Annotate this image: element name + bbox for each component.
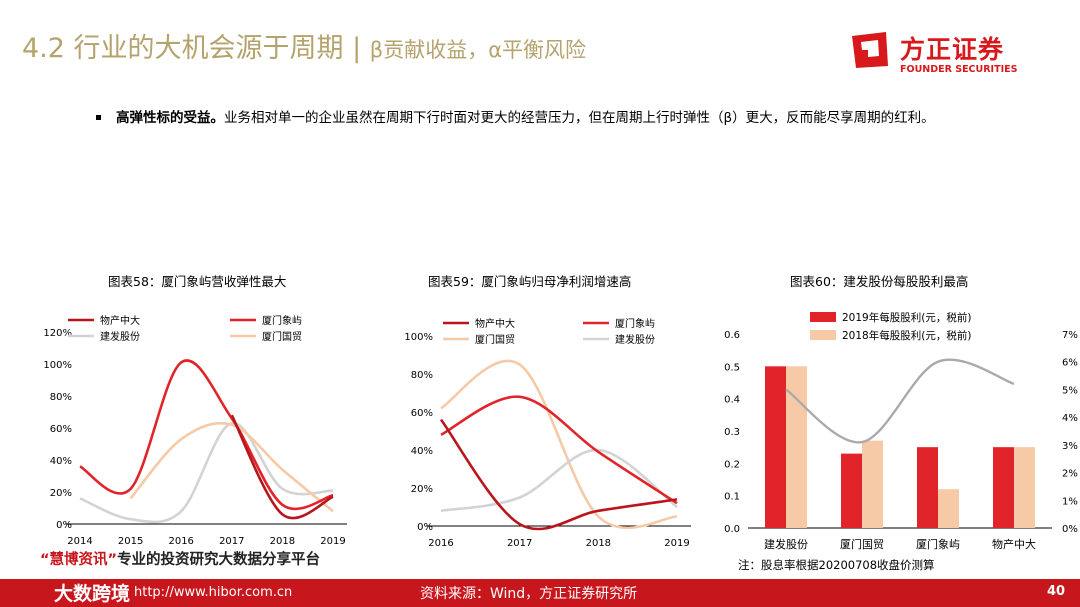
bullet-text: 业务相对单一的企业虽然在周期下行时面对更大的经营压力，但在周期上行时弹性（β）更…: [224, 110, 935, 126]
page-title: 4.2 行业的大机会源于周期 | β贡献收益，α平衡风险: [22, 33, 587, 64]
chart60-ytick: 0.3: [724, 427, 740, 438]
chart59-xtick: 2016: [428, 538, 453, 549]
chart59-xtick: 2019: [664, 538, 689, 549]
chart59-series-line: [439, 418, 678, 531]
bullet-bold: 高弹性标的受益。: [116, 110, 224, 126]
watermark-brand: 大数跨境: [54, 583, 131, 605]
source-note: 资料来源：Wind，方正证券研究所: [420, 586, 638, 602]
chart60-bar: [765, 366, 786, 528]
chart60-legend-swatch: [810, 330, 836, 340]
chart60-y2tick: 2%: [1062, 469, 1078, 480]
founder-logo: 方正证券 FOUNDER SECURITIES: [848, 28, 1028, 78]
bullet-dot: [96, 115, 101, 120]
chart60-y2tick: 1%: [1062, 496, 1078, 507]
chart60-bar: [841, 453, 862, 528]
chart59-ytick: 100%: [404, 332, 433, 343]
chart59-xtick: 2017: [507, 538, 532, 549]
chart59-legend-label: 物产中大: [475, 317, 515, 330]
chart60-legend-swatch: [810, 312, 836, 322]
chart58-xtick: 2017: [219, 536, 244, 547]
chart60-ytick: 0.5: [724, 362, 740, 373]
page-number: 40: [1047, 584, 1066, 599]
chart60: 0.0 0.1 0.2 0.3 0.4 0.5 0.6 0% 1% 2% 3% 4% 5% 6% 7% 建发股…: [724, 311, 1078, 551]
chart59-legend-label: 厦门象屿: [615, 317, 655, 330]
chart59-title: 图表59：厦门象屿归母净利润增速高: [428, 274, 632, 289]
chart60-ytick: 0.1: [724, 492, 740, 503]
chart58-ytick: 80%: [50, 392, 72, 403]
chart59-ytick: 40%: [411, 446, 433, 457]
chart58-series-line: [79, 359, 334, 511]
chart60-xtick: 建发股份: [764, 537, 808, 551]
chart60-y2tick: 5%: [1062, 385, 1078, 396]
chart59-ytick: 0%: [417, 522, 433, 533]
chart60-yield-line: [785, 358, 1015, 444]
chart60-legend-label: 2018年每股股利(元，税前): [842, 329, 971, 342]
chart58-xtick: 2019: [320, 536, 345, 547]
chart58-xtick: 2015: [118, 536, 143, 547]
chart60-note: 注：股息率根据20200708收盘价测算: [738, 558, 935, 572]
chart60-title: 图表60：建发股份每股股利最高: [790, 274, 969, 289]
chart58-ytick: 0%: [56, 520, 72, 531]
chart59-series-line: [440, 448, 678, 513]
chart59-series-line: [440, 395, 678, 505]
chart60-ytick: 0.2: [724, 459, 740, 470]
chart60-bar: [862, 440, 883, 528]
chart58: 0% 20% 40% 60% 80% 100% 120% 2014 2015 2016 2017 20…: [43, 314, 347, 547]
chart60-y2tick: 4%: [1062, 413, 1078, 424]
chart58-xtick: 2018: [270, 536, 295, 547]
chart58-ytick: 20%: [50, 488, 72, 499]
chart58-ytick: 120%: [43, 328, 72, 339]
chart58-xtick: 2014: [67, 536, 92, 547]
footer-bar: 大数跨境 http://www.hibor.com.cn 资料来源：Wind，方…: [0, 579, 1080, 607]
logo-cn: 方正证券: [900, 35, 1005, 64]
chart58-series-line: [230, 414, 334, 520]
chart60-ytick: 0.6: [724, 330, 740, 341]
chart60-bar: [938, 489, 959, 528]
chart59-legend-label: 建发股份: [615, 333, 655, 346]
chart59-legend-label: 厦门国贸: [475, 333, 515, 346]
chart60-xtick: 厦门象屿: [916, 537, 960, 551]
chart60-y2tick: 6%: [1062, 358, 1078, 369]
chart58-series-line: [79, 421, 334, 524]
chart59-series-line: [440, 359, 678, 529]
chart59-ytick: 20%: [411, 484, 433, 495]
page-subtitle: β贡献收益，α平衡风险: [369, 38, 587, 62]
chart60-legend-label: 2019年每股股利(元，税前): [842, 311, 971, 324]
watermark-slogan: “慧博资讯”专业的投资研究大数据分享平台: [40, 552, 321, 568]
chart58-legend-label: 厦门国贸: [262, 330, 302, 343]
chart58-ytick: 40%: [50, 456, 72, 467]
chart58-legend-label: 厦门象屿: [262, 314, 302, 327]
chart58-legend-label: 建发股份: [100, 330, 140, 343]
chart60-ytick: 0.4: [724, 395, 740, 406]
watermark-url: http://www.hibor.com.cn: [134, 585, 293, 600]
chart60-ytick: 0.0: [724, 524, 740, 535]
bullet-point: 高弹性标的受益。业务相对单一的企业虽然在周期下行时面对更大的经营压力，但在周期上…: [96, 108, 956, 129]
chart59-xtick: 2018: [586, 538, 611, 549]
chart58-xtick: 2016: [168, 536, 193, 547]
chart60-bar: [1014, 447, 1035, 528]
chart60-y2tick: 7%: [1062, 330, 1078, 341]
chart58-series-line: [129, 421, 334, 513]
chart60-y2tick: 0%: [1062, 524, 1078, 535]
founder-logo-icon: [852, 32, 888, 68]
chart60-y2tick: 3%: [1062, 441, 1078, 452]
logo-en: FOUNDER SECURITIES: [900, 64, 1018, 75]
chart60-xtick: 厦门国贸: [840, 537, 884, 551]
chart60-xtick: 物产中大: [992, 537, 1036, 551]
chart58-title: 图表58：厦门象屿营收弹性最大: [108, 274, 287, 289]
chart60-bar: [786, 366, 807, 528]
chart58-legend-label: 物产中大: [100, 314, 140, 327]
chart58-ytick: 60%: [50, 424, 72, 435]
chart60-bar: [993, 447, 1014, 528]
chart59-ytick: 60%: [411, 408, 433, 419]
chart60-bar: [917, 447, 938, 528]
chart59-ytick: 80%: [411, 370, 433, 381]
chart58-ytick: 100%: [43, 360, 72, 371]
